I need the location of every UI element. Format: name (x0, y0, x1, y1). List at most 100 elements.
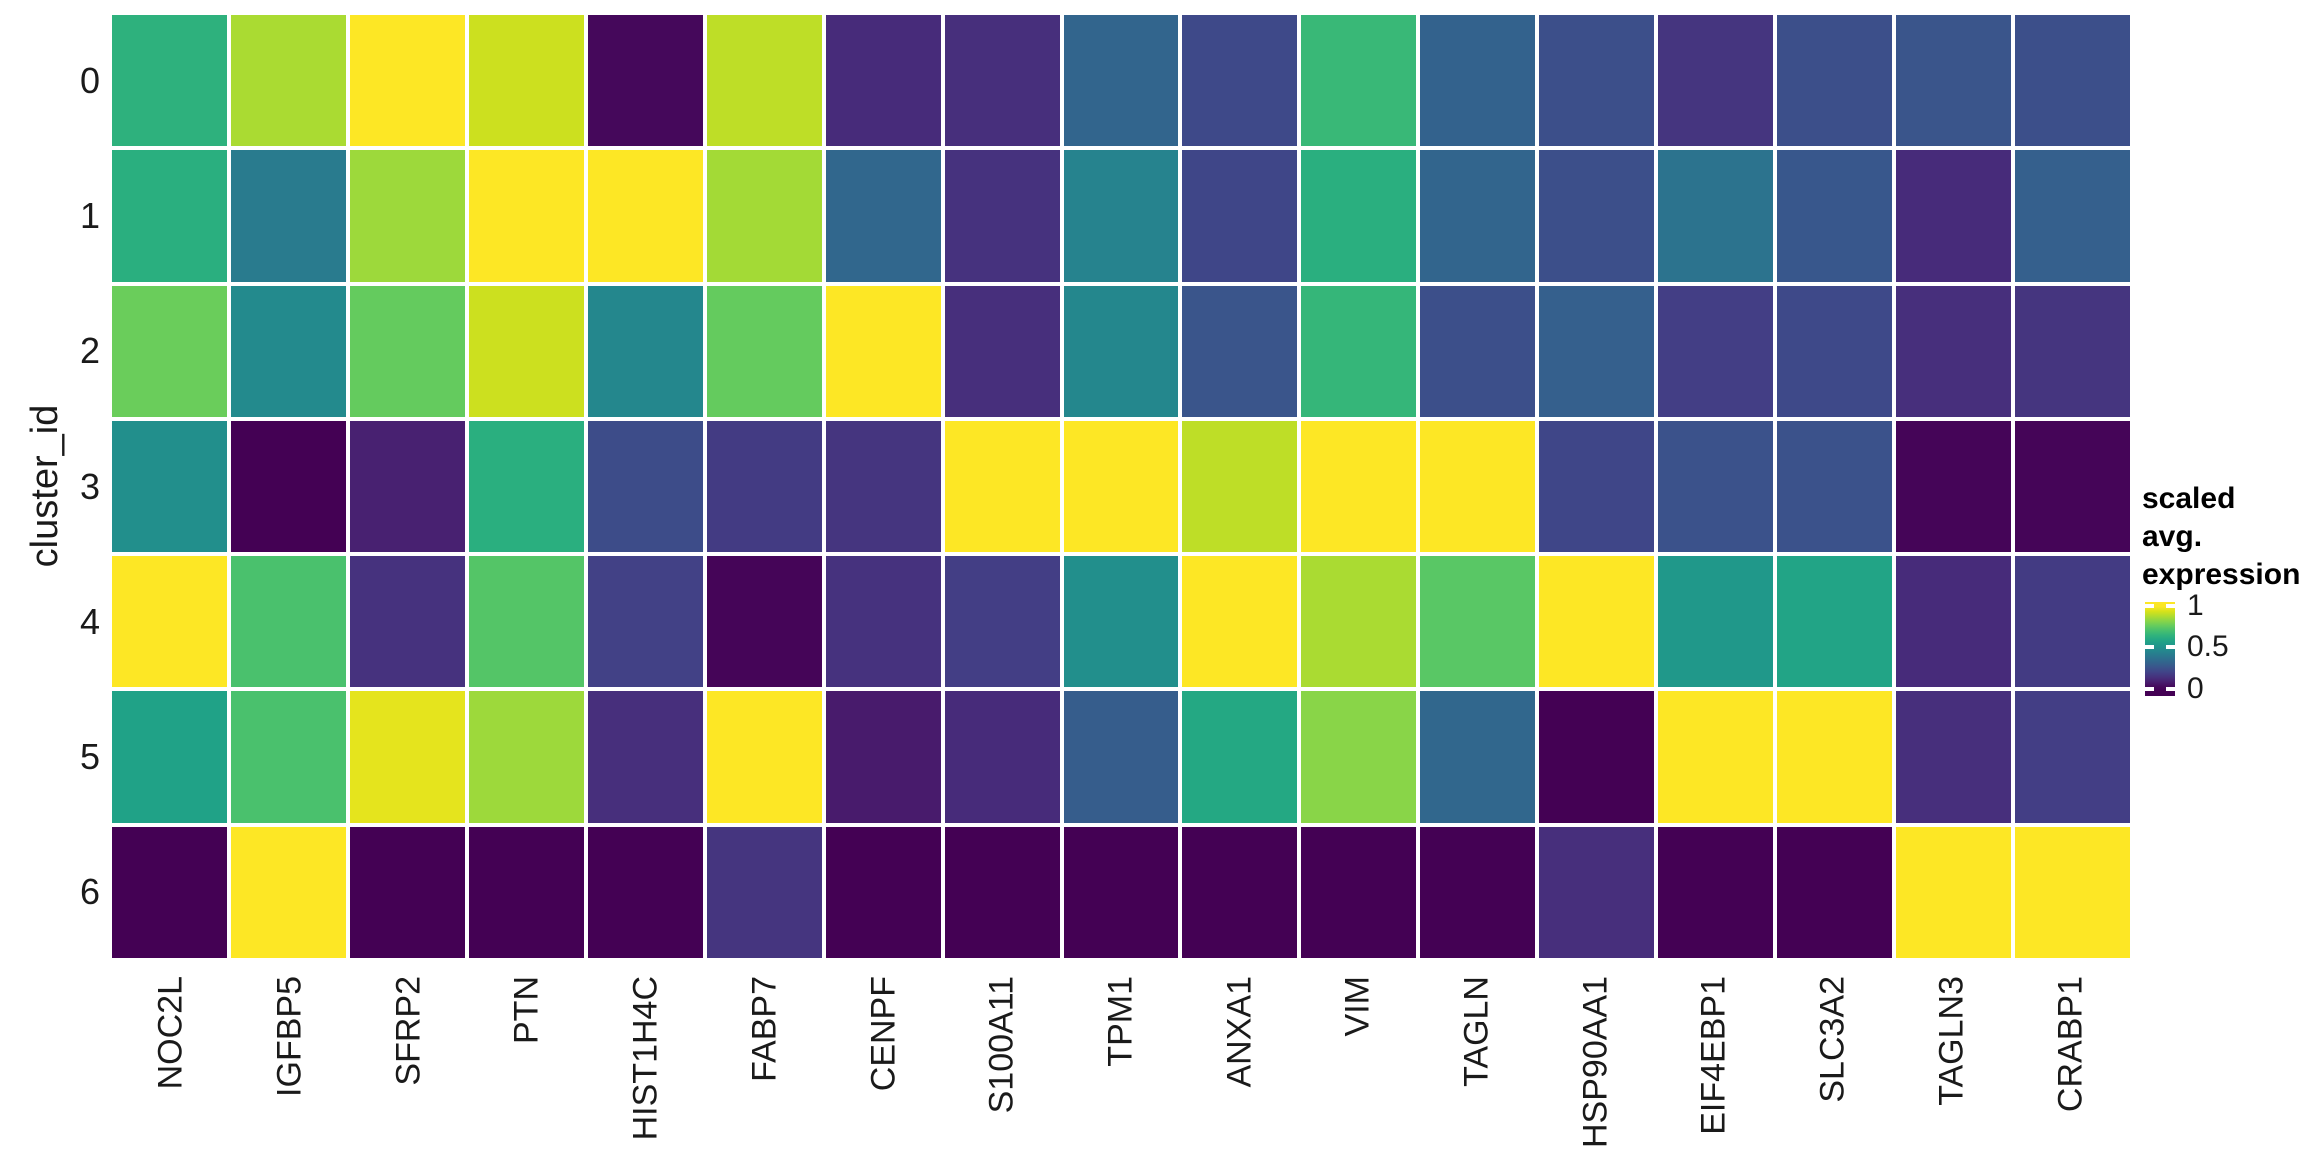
gene-label: CRABP1 (2051, 976, 2090, 1113)
colorbar-row: 1 0.5 0 (2142, 591, 2302, 703)
heatmap-cell (230, 150, 346, 282)
heatmap-cell (1301, 556, 1417, 688)
colorbar-tick-label: 1 (2187, 589, 2204, 623)
heatmap-cell (112, 420, 227, 553)
heatmap-cell (1063, 150, 1179, 282)
heatmap-cell (706, 150, 822, 282)
heatmap-cell (944, 285, 1060, 417)
heatmap-cell (1777, 556, 1893, 688)
heatmap-cell (706, 285, 822, 417)
heatmap-cell (230, 556, 346, 688)
heatmap-cell (1777, 691, 1893, 823)
heatmap-cell (1658, 826, 1774, 958)
gene-label: HSP90AA1 (1576, 976, 1615, 1148)
heatmap-cell (468, 15, 584, 147)
heatmap-cell (587, 420, 703, 553)
colorbar-tick (2145, 686, 2154, 691)
heatmap-cell (2015, 826, 2130, 958)
legend-title-line-1: scaled avg. (2142, 482, 2236, 553)
heatmap-cell (1182, 420, 1298, 553)
heatmap-cell (1658, 15, 1774, 147)
heatmap-cell (1539, 150, 1655, 282)
heatmap-cell (468, 285, 584, 417)
heatmap-cell (2015, 420, 2130, 553)
heatmap-cell (944, 556, 1060, 688)
heatmap-cell (944, 420, 1060, 553)
cluster-label: 1 (79, 194, 100, 236)
heatmap-cell (1539, 556, 1655, 688)
gene-label-cell: SLC3A2 (1774, 972, 1893, 1152)
cluster-label: 0 (79, 59, 100, 101)
heatmap-cell (2015, 556, 2130, 688)
cluster-label: 2 (79, 330, 100, 372)
heatmap-cell (1896, 826, 2012, 958)
gene-label: TAGLN3 (1932, 976, 1971, 1106)
heatmap-cell (944, 691, 1060, 823)
heatmap-cell (825, 420, 941, 553)
heatmap-cell (1301, 420, 1417, 553)
heatmap-cell (944, 826, 1060, 958)
gene-label-cell: CRABP1 (2011, 972, 2130, 1152)
gene-label-cell: VIM (1299, 972, 1418, 1152)
heatmap-cell (2015, 285, 2130, 417)
heatmap-cell (2015, 150, 2130, 282)
heatmap-cell (1658, 150, 1774, 282)
heatmap-cell (1182, 285, 1298, 417)
heatmap-cell (112, 691, 227, 823)
cluster-label: 6 (79, 871, 100, 913)
colorbar-tick (2145, 645, 2154, 650)
heatmap-cell (1777, 826, 1893, 958)
heatmap-cell (230, 691, 346, 823)
gene-label: TPM1 (1101, 976, 1140, 1067)
heatmap-cell (825, 285, 941, 417)
gene-label-cell: TAGLN (1418, 972, 1537, 1152)
heatmap-cell (825, 826, 941, 958)
gene-label-cell: S100A11 (943, 972, 1062, 1152)
heatmap-cell (1301, 285, 1417, 417)
heatmap-cell (1539, 691, 1655, 823)
gene-label: SLC3A2 (1813, 976, 1852, 1103)
heatmap-cell (349, 826, 465, 958)
heatmap-cell (112, 826, 227, 958)
heatmap-cell (1182, 691, 1298, 823)
heatmap-cell (944, 15, 1060, 147)
heatmap-cell (587, 556, 703, 688)
heatmap-cell (1777, 420, 1893, 553)
heatmap-cell (1420, 15, 1536, 147)
heatmap-cell (587, 285, 703, 417)
gene-label-cell: FABP7 (706, 972, 825, 1152)
heatmap-cell (1420, 826, 1536, 958)
heatmap-cell (587, 691, 703, 823)
heatmap-cell (1182, 556, 1298, 688)
heatmap-cell (1896, 556, 2012, 688)
heatmap-cell (2015, 15, 2130, 147)
cluster-label: 3 (79, 465, 100, 507)
heatmap-cell (112, 150, 227, 282)
colorbar-tick (2166, 686, 2175, 691)
colorbar-tick-label: 0.5 (2187, 630, 2229, 664)
heatmap-cell (1896, 285, 2012, 417)
heatmap-cell (706, 556, 822, 688)
colorbar-tick (2166, 645, 2175, 650)
heatmap-cell (1777, 285, 1893, 417)
gene-label: HIST1H4C (626, 976, 665, 1141)
heatmap-cell (1420, 420, 1536, 553)
heatmap-cell (706, 420, 822, 553)
cluster-label: 5 (79, 736, 100, 778)
gene-label-cell: IGFBP5 (231, 972, 350, 1152)
legend-title-line-2: expression (2142, 558, 2301, 591)
heatmap-cell (1063, 691, 1179, 823)
heatmap-cell (349, 15, 465, 147)
heatmap-cell (706, 691, 822, 823)
colorbar-tick (2166, 604, 2175, 609)
heatmap-cell (1539, 420, 1655, 553)
heatmap-cell (468, 826, 584, 958)
gene-label: ANXA1 (1220, 976, 1259, 1088)
heatmap-cell (1182, 150, 1298, 282)
heatmap-cell (1182, 15, 1298, 147)
heatmap-cell (1420, 150, 1536, 282)
heatmap-cell (1658, 285, 1774, 417)
heatmap-cell (1539, 826, 1655, 958)
heatmap-cell (1301, 691, 1417, 823)
gene-label: PTN (507, 976, 546, 1044)
